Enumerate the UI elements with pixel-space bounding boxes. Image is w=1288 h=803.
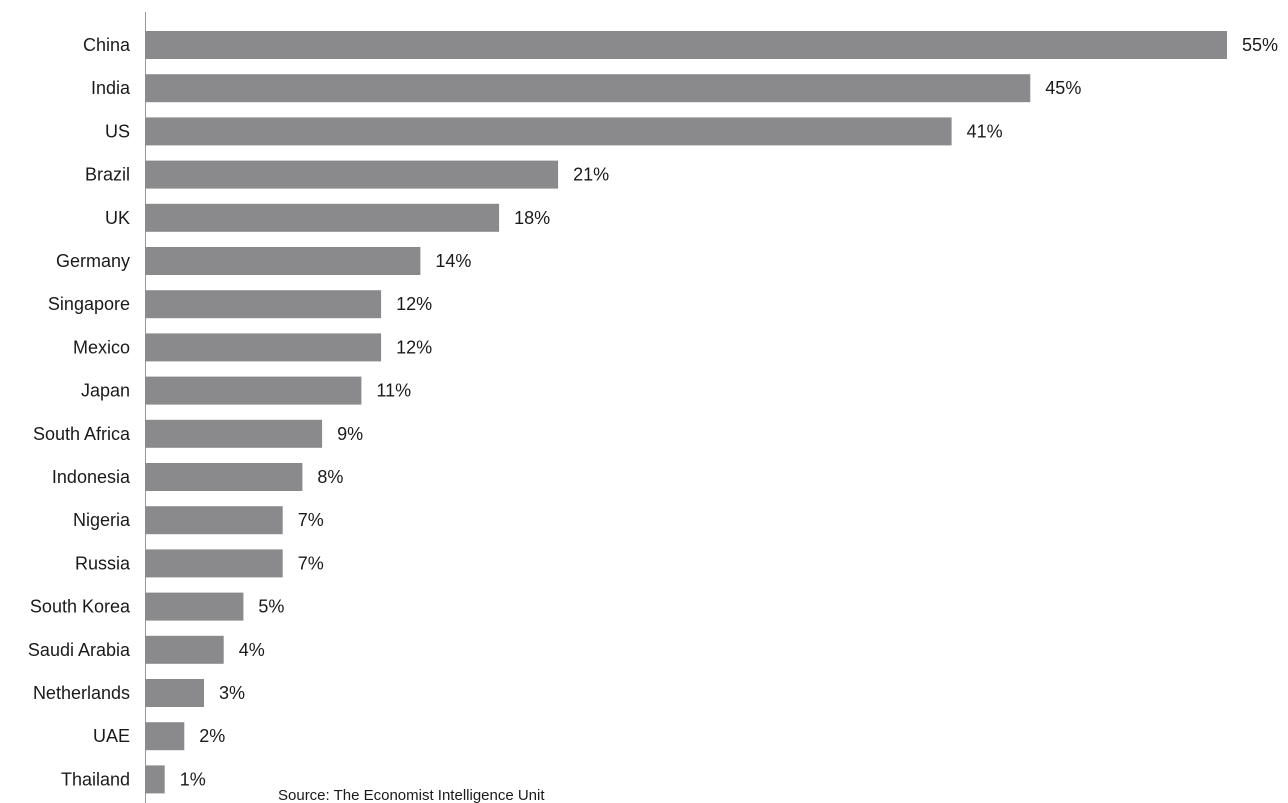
bar-us bbox=[145, 117, 952, 146]
category-label-uae: UAE bbox=[93, 726, 130, 746]
bar-india bbox=[145, 74, 1031, 103]
value-label-singapore: 12% bbox=[396, 294, 432, 314]
value-label-germany: 14% bbox=[435, 251, 471, 271]
value-label-thailand: 1% bbox=[180, 769, 206, 789]
category-label-russia: Russia bbox=[75, 553, 131, 573]
value-label-russia: 7% bbox=[298, 553, 324, 573]
category-label-south-korea: South Korea bbox=[30, 597, 131, 617]
bar-saudi-arabia bbox=[145, 635, 224, 664]
bar-brazil bbox=[145, 160, 559, 189]
value-label-south-korea: 5% bbox=[258, 597, 284, 617]
bar-south-africa bbox=[145, 419, 323, 448]
category-label-brazil: Brazil bbox=[85, 165, 130, 185]
value-label-nigeria: 7% bbox=[298, 510, 324, 530]
category-label-nigeria: Nigeria bbox=[73, 510, 131, 530]
value-label-brazil: 21% bbox=[573, 165, 609, 185]
bar-uae bbox=[145, 722, 185, 751]
category-label-saudi-arabia: Saudi Arabia bbox=[28, 640, 131, 660]
category-label-india: India bbox=[91, 78, 131, 98]
bar-thailand bbox=[145, 765, 165, 794]
category-label-singapore: Singapore bbox=[48, 294, 130, 314]
value-label-mexico: 12% bbox=[396, 337, 432, 357]
category-label-japan: Japan bbox=[81, 381, 130, 401]
value-label-saudi-arabia: 4% bbox=[239, 640, 265, 660]
value-label-china: 55% bbox=[1242, 35, 1278, 55]
value-label-us: 41% bbox=[967, 121, 1003, 141]
category-labels-group: China India US Brazil UK Germany Singapore Mexi… bbox=[28, 35, 131, 789]
value-label-south-africa: 9% bbox=[337, 424, 363, 444]
bar-uk bbox=[145, 203, 500, 232]
source-note: Source: The Economist Intelligence Unit bbox=[278, 787, 545, 803]
bar-netherlands bbox=[145, 679, 204, 707]
bar-south-korea bbox=[145, 592, 244, 621]
category-label-thailand: Thailand bbox=[61, 769, 130, 789]
value-label-uae: 2% bbox=[199, 726, 225, 746]
category-label-us: US bbox=[105, 121, 130, 141]
bar-china bbox=[145, 31, 1227, 59]
bar-indonesia bbox=[145, 463, 303, 491]
category-label-indonesia: Indonesia bbox=[52, 467, 131, 487]
value-label-netherlands: 3% bbox=[219, 683, 245, 703]
category-label-netherlands: Netherlands bbox=[33, 683, 130, 703]
bar-mexico bbox=[145, 333, 382, 362]
bar-germany bbox=[145, 247, 421, 275]
value-label-indonesia: 8% bbox=[317, 467, 343, 487]
bar-japan bbox=[145, 376, 362, 405]
bars-group bbox=[145, 31, 1227, 794]
category-label-south-africa: South Africa bbox=[33, 424, 131, 444]
value-labels-group: 55% 45% 41% 21% 18% 14% 12% 12% 11% 9% 8% 7% 7% 5% 4% 3… bbox=[180, 35, 1278, 789]
value-label-japan: 11% bbox=[376, 381, 411, 401]
bar-russia bbox=[145, 549, 283, 578]
value-label-uk: 18% bbox=[514, 208, 550, 228]
bar-singapore bbox=[145, 290, 382, 319]
category-label-china: China bbox=[83, 35, 131, 55]
category-label-mexico: Mexico bbox=[73, 337, 130, 357]
category-label-germany: Germany bbox=[56, 251, 130, 271]
value-label-india: 45% bbox=[1045, 78, 1081, 98]
bar-nigeria bbox=[145, 506, 283, 535]
category-label-uk: UK bbox=[105, 208, 130, 228]
